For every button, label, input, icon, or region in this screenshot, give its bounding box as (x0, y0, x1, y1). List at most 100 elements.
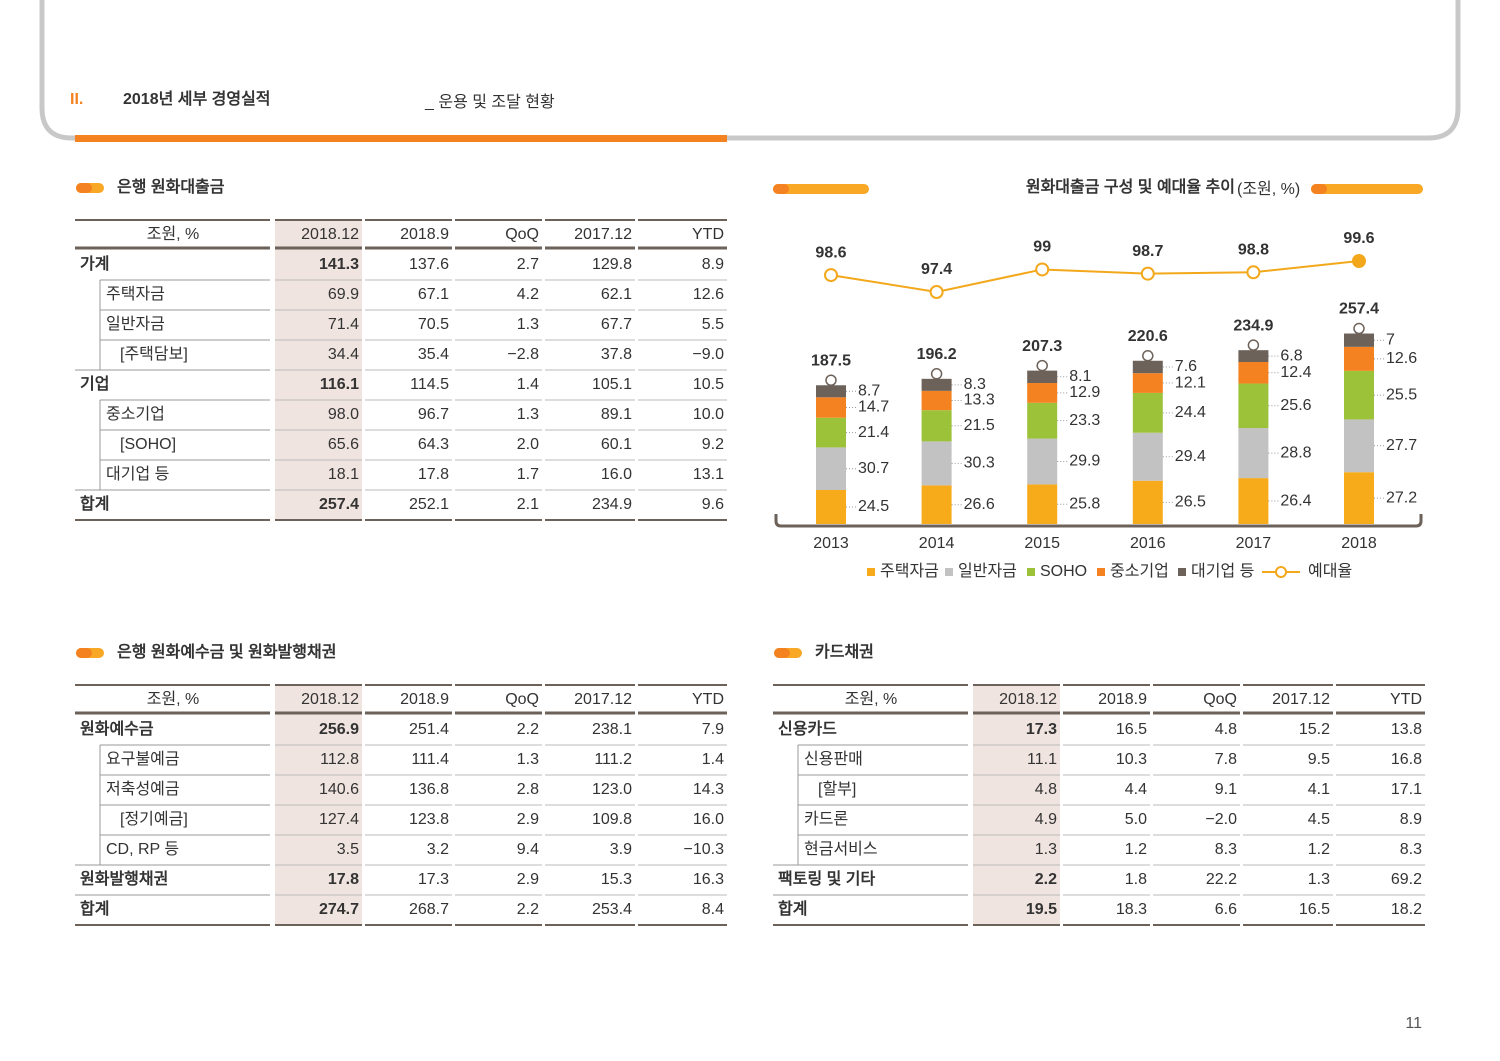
cell: 234.9 (592, 496, 632, 513)
column-header: QoQ (1203, 691, 1237, 708)
legend-label: 일반자금 (958, 562, 1017, 580)
column-header: 2018.9 (400, 226, 449, 243)
row-label: 합계 (80, 899, 109, 918)
cell: 17.8 (418, 466, 449, 483)
row-label: 현금서비스 (804, 840, 878, 858)
cell: 1.3 (517, 316, 539, 333)
cell: 2.7 (517, 256, 539, 273)
cell: 8.4 (702, 901, 724, 918)
cell: 9.4 (517, 841, 539, 858)
cell: 1.3 (517, 406, 539, 423)
header-accent (75, 135, 727, 142)
cell: 140.6 (319, 781, 359, 798)
row-label: 일반자금 (106, 315, 165, 333)
bar-segment (1027, 402, 1058, 439)
ratio-point (1246, 265, 1261, 280)
cell: 105.1 (592, 376, 632, 393)
stack-cap (1142, 350, 1154, 362)
column-header: YTD (1390, 691, 1422, 708)
bar-segment (816, 490, 846, 524)
column-header: 조원, % (845, 690, 898, 708)
segment-label: 25.6 (1280, 397, 1311, 414)
stack-cap (1036, 359, 1048, 372)
x-tick-label: 2014 (919, 535, 955, 552)
cell: −9.0 (692, 346, 724, 363)
cell: 2.9 (517, 871, 539, 888)
cell: 65.6 (328, 436, 359, 453)
legend-label: 대기업 등 (1191, 562, 1254, 580)
segment-label: 6.8 (1280, 347, 1302, 364)
ratio-point (929, 285, 944, 299)
cell: 1.4 (702, 751, 724, 768)
cell: 2.9 (517, 811, 539, 828)
cell: 11.1 (1027, 751, 1057, 768)
chart-title: 원화대출금 구성 및 예대율 추이 (1026, 177, 1235, 196)
ratio-point (1352, 254, 1366, 268)
cell: 13.8 (1391, 721, 1422, 738)
cell: 62.1 (601, 286, 632, 303)
total-label: 257.4 (1339, 301, 1379, 318)
legend-swatch (945, 568, 953, 576)
bar-segment (1238, 350, 1269, 362)
bar-segment (1238, 478, 1269, 524)
segment-label: 27.2 (1386, 489, 1417, 506)
legend-swatch (1178, 568, 1186, 576)
cell: 67.1 (418, 286, 449, 303)
cell: 123.0 (592, 781, 632, 798)
segment-label: 25.8 (1069, 495, 1100, 512)
legend-label: 예대율 (1308, 562, 1352, 580)
x-tick-label: 2015 (1024, 535, 1060, 552)
cell: 257.4 (319, 496, 359, 513)
total-label: 220.6 (1128, 328, 1168, 345)
total-label: 196.2 (917, 346, 957, 363)
column-header: 2018.12 (999, 691, 1057, 708)
segment-label: 25.5 (1386, 386, 1417, 403)
cell: 67.7 (601, 316, 632, 333)
column-header: 2017.12 (574, 691, 632, 708)
column-header: 2018.12 (301, 226, 359, 243)
segment-label: 21.5 (964, 417, 995, 434)
row-label: 주택자금 (106, 285, 165, 303)
stack-cap (930, 368, 943, 380)
bar-segment (921, 390, 952, 411)
cell: 16.0 (601, 466, 632, 483)
segment-label: 28.8 (1280, 444, 1311, 461)
bar-segment (1132, 392, 1163, 433)
cell: 9.5 (1308, 751, 1330, 768)
row-label: [SOHO] (120, 436, 176, 453)
segment-label: 24.5 (858, 498, 889, 515)
bar-segment (1132, 360, 1163, 374)
cell: 10.0 (693, 406, 724, 423)
cell: 4.5 (1308, 811, 1330, 828)
bar-segment (921, 485, 952, 524)
cell: −10.3 (684, 841, 725, 858)
cell: 5.5 (702, 316, 724, 333)
segment-label: 26.6 (964, 496, 995, 513)
cell: 4.8 (1035, 781, 1057, 798)
segment-label: 7 (1386, 331, 1395, 348)
cell: 71.4 (328, 316, 359, 333)
segment-label: 30.3 (964, 455, 995, 472)
cell: 89.1 (601, 406, 632, 423)
page-number: 11 (1405, 1015, 1422, 1032)
row-label: 신용카드 (778, 720, 837, 738)
segment-label: 24.4 (1175, 404, 1206, 421)
row-label: 신용판매 (804, 750, 863, 768)
segment-label: 23.3 (1069, 412, 1100, 429)
cell: 1.3 (517, 751, 539, 768)
bar-segment (816, 447, 846, 491)
legend-swatch (867, 568, 875, 576)
cell: 2.8 (517, 781, 539, 798)
cell: 8.3 (1400, 841, 1422, 858)
segment-label: 12.6 (1386, 350, 1417, 367)
cell: 9.6 (702, 496, 724, 513)
ratio-label: 98.8 (1238, 241, 1269, 258)
bar-segment (816, 417, 846, 448)
cell: 2.2 (1035, 871, 1057, 888)
row-label: 저축성예금 (106, 780, 180, 798)
segment-label: 8.1 (1069, 368, 1091, 385)
cell: 252.1 (409, 496, 449, 513)
cell: 109.8 (592, 811, 632, 828)
cell: 9.2 (702, 436, 724, 453)
